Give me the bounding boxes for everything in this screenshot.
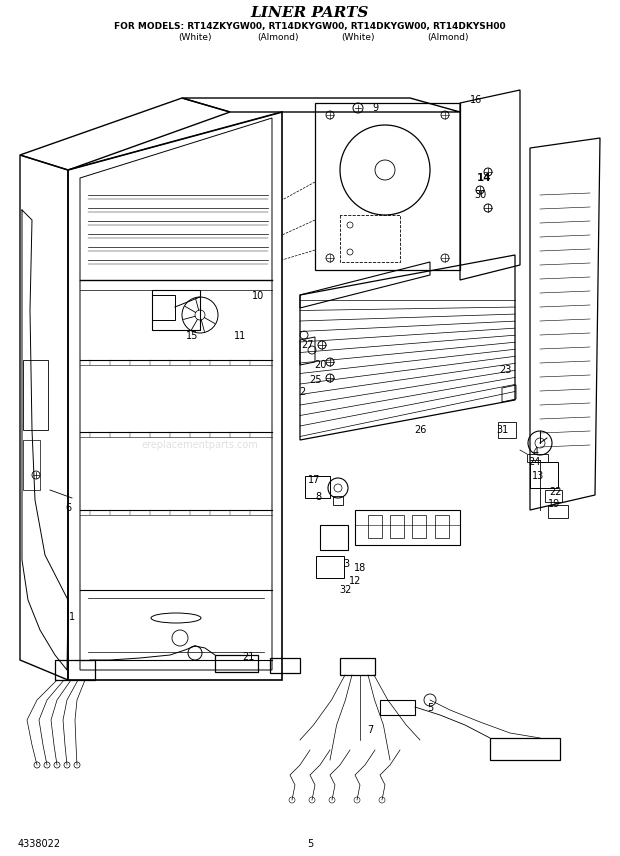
Text: 21: 21 (242, 652, 254, 662)
Text: 5: 5 (427, 703, 433, 713)
Text: 19: 19 (548, 499, 560, 509)
Text: 18: 18 (354, 563, 366, 573)
Text: 4338022: 4338022 (18, 839, 61, 849)
Text: 12: 12 (349, 576, 361, 586)
Text: (White): (White) (341, 33, 374, 41)
Text: 23: 23 (499, 365, 511, 375)
Text: 20: 20 (314, 360, 326, 370)
Text: 14: 14 (477, 173, 491, 183)
Text: 22: 22 (549, 487, 561, 497)
Text: 8: 8 (315, 492, 321, 502)
Text: 30: 30 (474, 190, 486, 200)
Text: FOR MODELS: RT14ZKYGW00, RT14DKYGW00, RT14DKYGW00, RT14DKYSH00: FOR MODELS: RT14ZKYGW00, RT14DKYGW00, RT… (114, 21, 506, 31)
Text: 25: 25 (310, 375, 322, 385)
Text: 3: 3 (343, 559, 349, 569)
Text: 4: 4 (533, 447, 539, 457)
Text: ereplacementparts.com: ereplacementparts.com (141, 440, 259, 450)
Text: 5: 5 (307, 839, 313, 849)
Text: 15: 15 (186, 331, 198, 341)
Text: 13: 13 (532, 471, 544, 481)
Text: 10: 10 (252, 291, 264, 301)
Text: 27: 27 (302, 340, 314, 350)
Text: 6: 6 (65, 503, 71, 513)
Text: LINER PARTS: LINER PARTS (251, 6, 369, 20)
Text: 17: 17 (308, 475, 320, 485)
Text: 32: 32 (340, 585, 352, 595)
Text: 26: 26 (414, 425, 426, 435)
Text: (White): (White) (179, 33, 212, 41)
Text: 16: 16 (470, 95, 482, 105)
Text: 9: 9 (372, 103, 378, 113)
Text: 24: 24 (528, 457, 540, 467)
Text: (Almond): (Almond) (257, 33, 299, 41)
Text: 1: 1 (69, 612, 75, 622)
Text: 31: 31 (496, 425, 508, 435)
Text: 2: 2 (299, 387, 305, 397)
Text: 11: 11 (234, 331, 246, 341)
Text: (Almond): (Almond) (427, 33, 469, 41)
Text: 7: 7 (367, 725, 373, 735)
